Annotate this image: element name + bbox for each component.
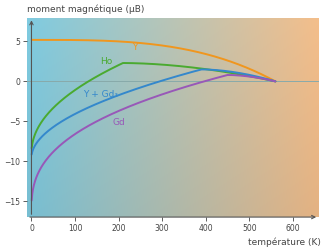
Text: Gd: Gd — [112, 118, 125, 128]
Text: Y: Y — [133, 42, 138, 51]
Text: Y + Gd₃: Y + Gd₃ — [83, 90, 118, 100]
Text: Ho: Ho — [100, 56, 112, 66]
Text: température (K): température (K) — [248, 237, 321, 246]
Text: moment magnétique (μB): moment magnétique (μB) — [27, 4, 145, 14]
